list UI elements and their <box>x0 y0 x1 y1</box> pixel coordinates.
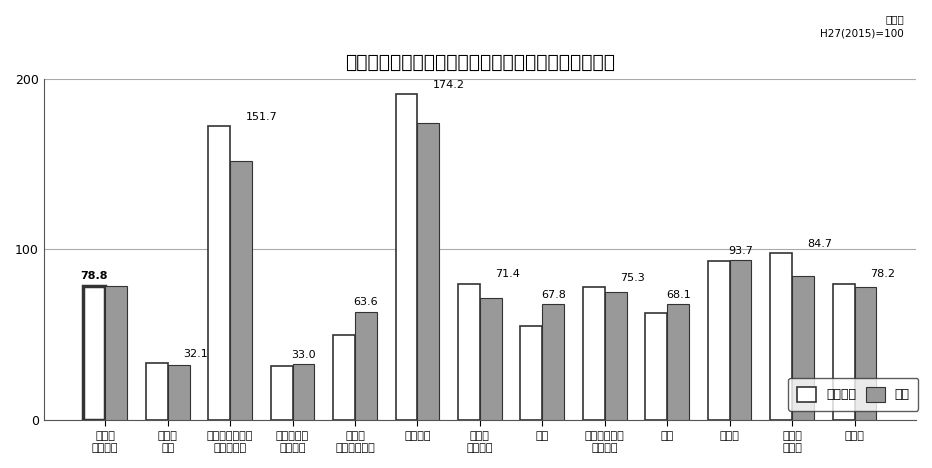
Text: 84.7: 84.7 <box>807 239 832 249</box>
Bar <box>395 94 418 420</box>
Bar <box>83 285 105 420</box>
Text: 68.1: 68.1 <box>665 290 691 300</box>
Bar <box>792 276 814 420</box>
Bar <box>480 298 501 420</box>
Bar <box>145 363 168 420</box>
Bar <box>355 312 377 420</box>
Text: 63.6: 63.6 <box>353 297 378 307</box>
Text: 174.2: 174.2 <box>432 80 465 90</box>
Bar <box>855 287 876 420</box>
Title: 業種別の生産指数（原指数）の当月と前年同月の比較: 業種別の生産指数（原指数）の当月と前年同月の比較 <box>345 52 615 72</box>
Bar <box>645 313 667 420</box>
Text: 93.7: 93.7 <box>728 246 753 256</box>
Bar <box>605 292 626 420</box>
Text: 78.2: 78.2 <box>870 269 895 279</box>
Text: 33.0: 33.0 <box>291 350 316 359</box>
Bar <box>542 305 564 420</box>
Text: 32.1: 32.1 <box>183 349 208 359</box>
Text: 原指数
H27(2015)=100: 原指数 H27(2015)=100 <box>820 14 904 38</box>
Text: 78.8: 78.8 <box>80 271 108 281</box>
Bar <box>105 285 127 420</box>
Bar <box>293 364 314 420</box>
Bar <box>230 161 252 420</box>
Bar <box>270 366 293 420</box>
Bar <box>667 304 689 420</box>
Bar <box>418 123 439 420</box>
Bar <box>582 287 605 420</box>
Bar <box>707 261 730 420</box>
Bar <box>333 335 355 420</box>
Bar <box>458 284 480 420</box>
Bar <box>208 126 230 420</box>
Bar <box>520 326 542 420</box>
Text: 75.3: 75.3 <box>620 273 645 283</box>
Text: 151.7: 151.7 <box>245 112 277 122</box>
Text: 67.8: 67.8 <box>541 290 566 300</box>
Bar <box>832 284 855 420</box>
Bar <box>730 260 751 420</box>
Text: 71.4: 71.4 <box>495 269 520 279</box>
Bar <box>770 253 792 420</box>
Legend: 前年同月, 当月: 前年同月, 当月 <box>788 378 919 410</box>
Bar <box>168 366 189 420</box>
